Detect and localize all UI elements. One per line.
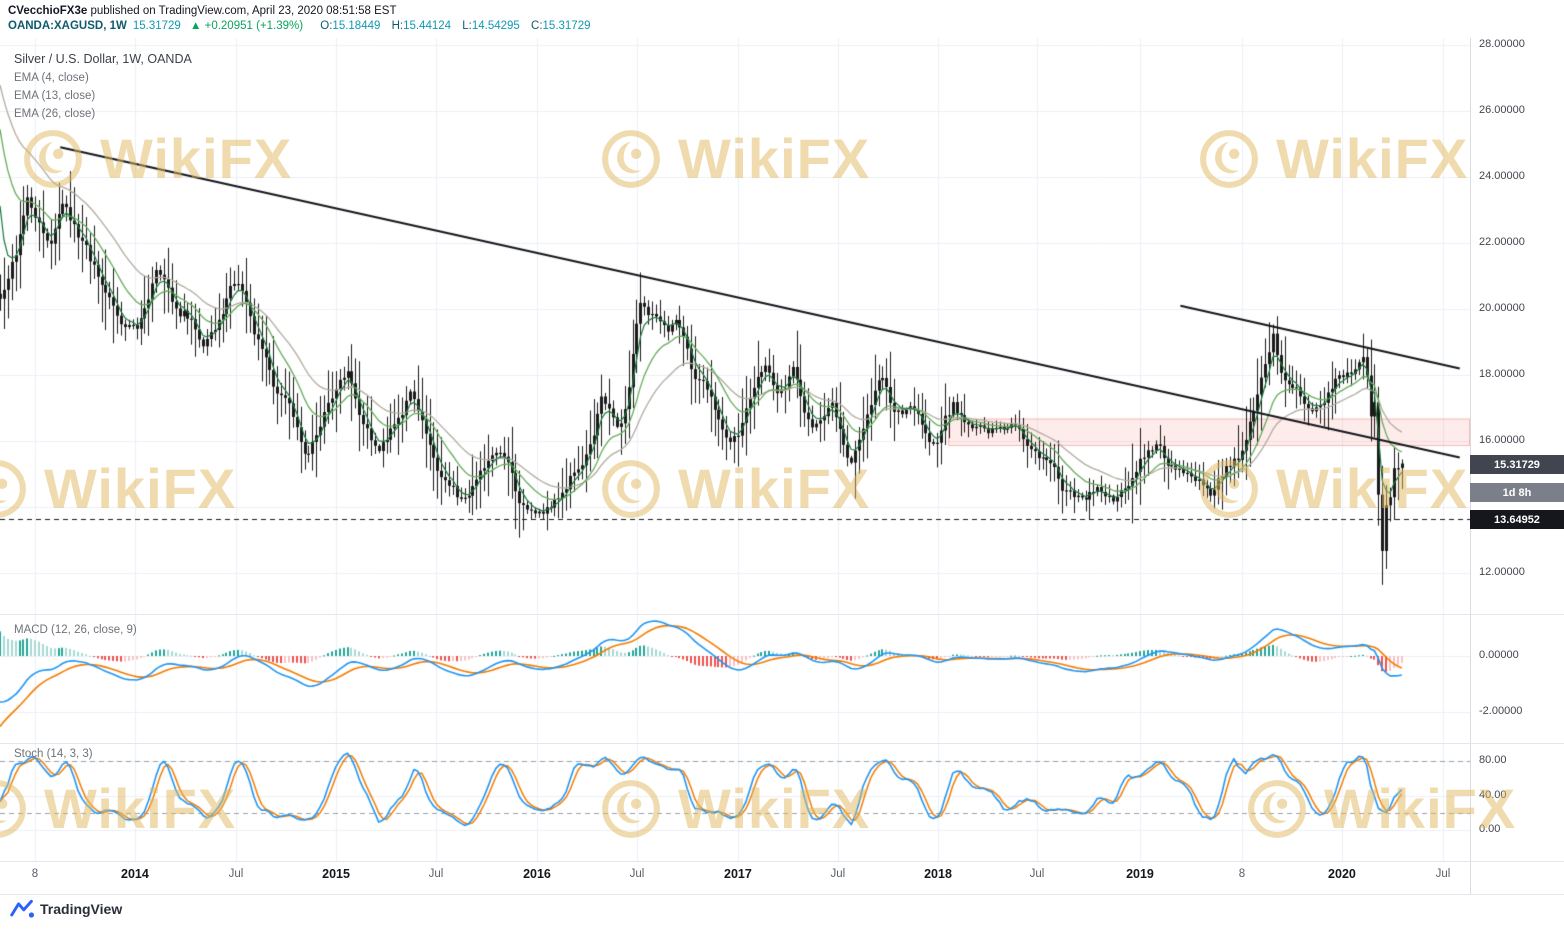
close-label: C:: [531, 20, 543, 32]
open-label: O:: [320, 20, 333, 32]
legend-ema4[interactable]: EMA (4, close): [14, 72, 89, 84]
time-axis-label: Jul: [228, 868, 244, 880]
tradingview-logo-text[interactable]: TradingView: [40, 901, 123, 917]
high-label: H:: [391, 20, 404, 32]
chart-panes-canvas[interactable]: [0, 38, 1470, 861]
pane-divider: [0, 861, 1564, 862]
time-axis-label: Jul: [629, 868, 645, 880]
footer: TradingView: [10, 899, 122, 919]
axis-tick-label: 0.00000: [1479, 649, 1519, 661]
axis-tick-label: -2.00000: [1479, 705, 1523, 717]
pane-divider[interactable]: [0, 614, 1564, 615]
publish-line: CVecchioFX3e published on TradingView.co…: [8, 5, 1564, 17]
stoch-pane-label[interactable]: Stoch (14, 3, 3): [14, 748, 93, 760]
time-axis-label: Jul: [830, 868, 846, 880]
time-axis-label: 2019: [1126, 867, 1154, 881]
pane-divider[interactable]: [0, 743, 1564, 744]
price-change: ▲ +0.20951 (+1.39%): [190, 20, 304, 32]
axis-tick-label: 20.00000: [1479, 302, 1525, 314]
axis-tick-label: 0.00: [1479, 823, 1501, 835]
time-axis-label: Jul: [1029, 868, 1045, 880]
axis-tick-label: 16.00000: [1479, 434, 1525, 446]
axis-tick-label: 12.00000: [1479, 566, 1525, 578]
last-price-value: 15.31729: [132, 20, 181, 32]
axis-tick-label: 24.00000: [1479, 170, 1525, 182]
symbol-title: OANDA:XAGUSD, 1W: [8, 20, 127, 32]
low-label: L:: [462, 20, 472, 32]
header: CVecchioFX3e published on TradingView.co…: [0, 0, 1564, 38]
symbol-line: OANDA:XAGUSD, 1W 15.31729 ▲ +0.20951 (+1.…: [8, 20, 1564, 32]
axis-tick-label: 18.00000: [1479, 368, 1525, 380]
low-value: 14.54295: [471, 20, 520, 32]
open-value: 15.18449: [332, 20, 381, 32]
time-axis-label: 2016: [523, 867, 551, 881]
time-axis-label: 2014: [121, 867, 149, 881]
time-axis-label: 2017: [724, 867, 752, 881]
footer-divider: [0, 894, 1564, 895]
time-axis-label: Jul: [1435, 868, 1451, 880]
tradingview-logo-icon[interactable]: [10, 899, 34, 919]
high-value: 15.44124: [403, 20, 452, 32]
close-value: 15.31729: [542, 20, 591, 32]
time-axis-label: 8: [1238, 868, 1246, 880]
axis-tick-label: 28.00000: [1479, 38, 1525, 50]
chart-legend: Silver / U.S. Dollar, 1W, OANDA EMA (4, …: [14, 52, 192, 120]
axis-tick-label: 22.00000: [1479, 236, 1525, 248]
up-arrow-icon: ▲: [190, 20, 202, 32]
time-axis-label: Jul: [428, 868, 444, 880]
time-axis-label: 2020: [1328, 867, 1356, 881]
countdown-badge: 1d 8h: [1470, 483, 1564, 502]
author-name: CVecchioFX3e: [8, 5, 88, 17]
legend-symbol-title[interactable]: Silver / U.S. Dollar, 1W, OANDA: [14, 52, 192, 66]
time-axis-label: 2015: [322, 867, 350, 881]
macd-pane-label[interactable]: MACD (12, 26, close, 9): [14, 624, 137, 636]
axis-tick-label: 80.00: [1479, 754, 1507, 767]
axis-tick-label: 40.00: [1479, 788, 1507, 801]
time-scale-axis[interactable]: 8 2014 Jul 2015 Jul 2016 Jul 2017 Jul 2018 Jul 2019…: [0, 862, 1470, 894]
time-axis-label: 2018: [924, 867, 952, 881]
support-level-badge: 13.64952: [1470, 510, 1564, 529]
time-axis-label: 8: [31, 868, 39, 880]
legend-ema13[interactable]: EMA (13, close): [14, 90, 96, 102]
publish-info: published on TradingView.com, April 23, …: [87, 5, 397, 17]
last-price-badge: 15.31729: [1470, 455, 1564, 474]
legend-ema26[interactable]: EMA (26, close): [14, 108, 96, 120]
axis-tick-label: 26.00000: [1479, 104, 1525, 116]
